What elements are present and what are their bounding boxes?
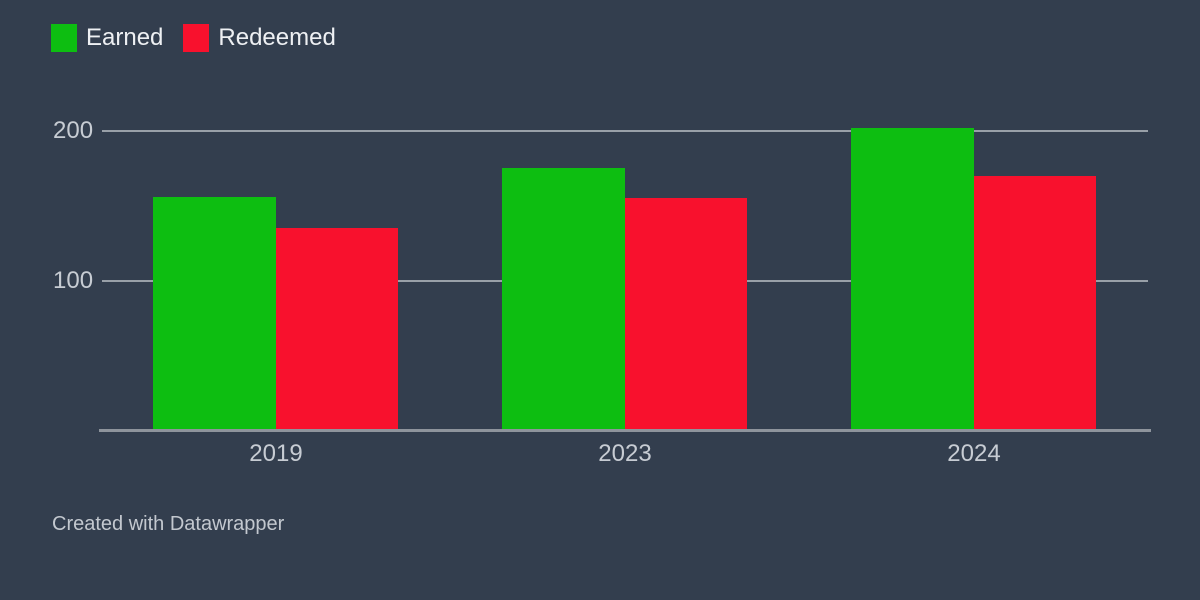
bar-redeemed-2023[interactable] xyxy=(624,198,747,431)
earned-swatch-icon xyxy=(51,24,77,52)
bar-earned-2023[interactable] xyxy=(502,168,625,431)
plot-area xyxy=(100,0,1150,431)
legend: Earned Redeemed xyxy=(51,24,336,52)
bar-group-2023 xyxy=(502,168,747,431)
y-axis-tick-100: 100 xyxy=(53,267,94,294)
x-axis-label-2019: 2019 xyxy=(249,440,303,467)
bar-earned-2024[interactable] xyxy=(851,128,974,431)
x-axis-label-2023: 2023 xyxy=(598,440,652,467)
bar-redeemed-2019[interactable] xyxy=(275,228,398,431)
y-axis-tick-200: 200 xyxy=(53,117,94,144)
gridline-200 xyxy=(102,130,1148,132)
legend-item-earned: Earned xyxy=(51,24,163,52)
redeemed-swatch-icon xyxy=(183,24,210,52)
x-axis-line xyxy=(99,429,1151,432)
bar-group-2019 xyxy=(153,197,398,431)
legend-item-redeemed: Redeemed xyxy=(183,24,336,52)
datawrapper-attribution-link[interactable]: Created with Datawrapper xyxy=(52,513,285,535)
x-axis-label-2024: 2024 xyxy=(947,440,1001,467)
bar-earned-2019[interactable] xyxy=(153,197,276,431)
legend-label-earned: Earned xyxy=(86,24,164,51)
bar-redeemed-2024[interactable] xyxy=(973,176,1096,431)
legend-label-redeemed: Redeemed xyxy=(218,24,336,51)
bar-group-2024 xyxy=(851,128,1096,431)
